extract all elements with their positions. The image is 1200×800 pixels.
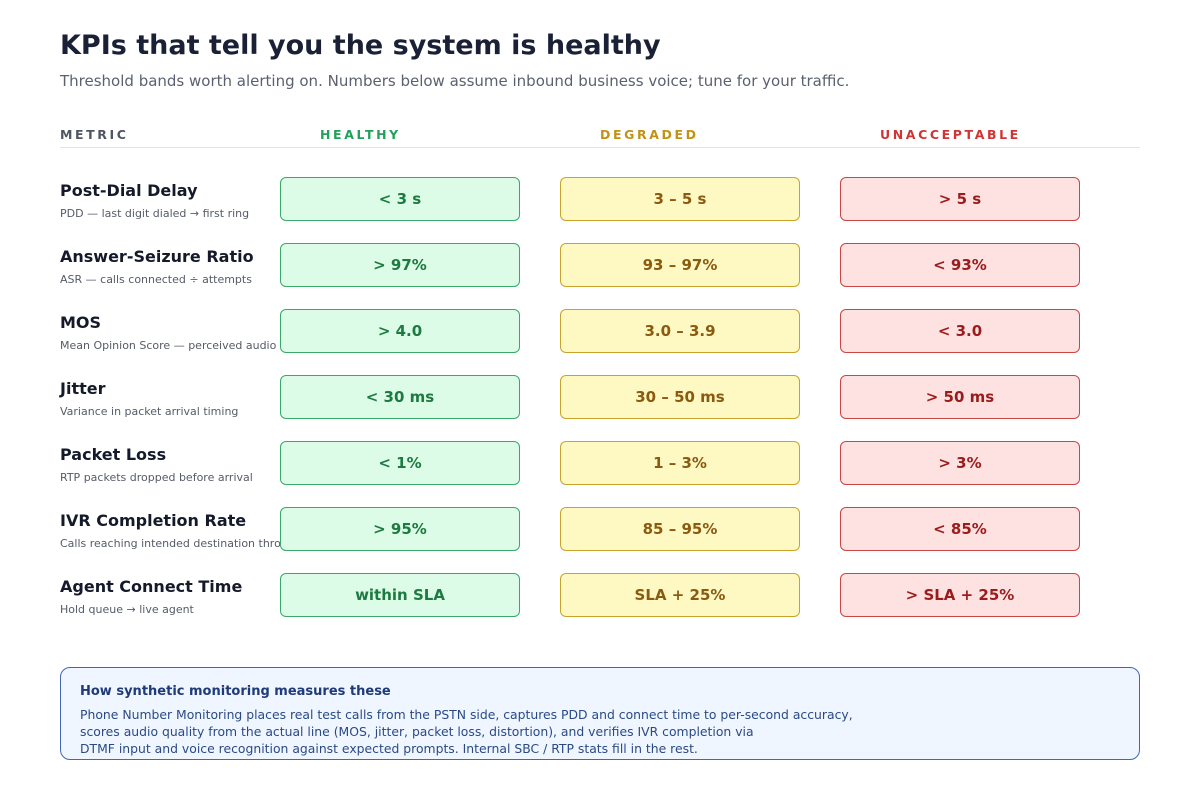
metric-description: ASR — calls connected ÷ attempts <box>60 273 252 286</box>
metric-description: Hold queue → live agent <box>60 603 194 616</box>
kpi-row-answer-seizure-ratio: Answer-Seizure Ratio ASR — calls connect… <box>0 243 1200 289</box>
threshold-unacceptable: < 93% <box>840 243 1080 287</box>
note-line: DTMF input and voice recognition against… <box>80 741 698 756</box>
column-header-unacceptable: UNACCEPTABLE <box>880 127 1021 142</box>
kpi-row-agent-connect-time: Agent Connect Time Hold queue → live age… <box>0 573 1200 619</box>
metric-description: Calls reaching intended destination thro… <box>60 537 280 550</box>
metric-name: Jitter <box>60 379 106 398</box>
threshold-unacceptable: > SLA + 25% <box>840 573 1080 617</box>
metric-description: RTP packets dropped before arrival <box>60 471 253 484</box>
kpi-row-jitter: Jitter Variance in packet arrival timing… <box>0 375 1200 421</box>
threshold-healthy: < 1% <box>280 441 520 485</box>
column-header-metric: METRIC <box>60 127 129 142</box>
threshold-healthy: < 3 s <box>280 177 520 221</box>
threshold-degraded: 3.0 – 3.9 <box>560 309 800 353</box>
threshold-degraded: 3 – 5 s <box>560 177 800 221</box>
column-header-healthy: HEALTHY <box>320 127 401 142</box>
threshold-degraded: 85 – 95% <box>560 507 800 551</box>
metric-name: Packet Loss <box>60 445 167 464</box>
kpi-row-packet-loss: Packet Loss RTP packets dropped before a… <box>0 441 1200 487</box>
metric-description: Mean Opinion Score — perceived audio qua… <box>60 339 280 352</box>
kpi-row-mos: MOS Mean Opinion Score — perceived audio… <box>0 309 1200 355</box>
threshold-unacceptable: < 3.0 <box>840 309 1080 353</box>
metric-description: Variance in packet arrival timing <box>60 405 239 418</box>
metric-description: PDD — last digit dialed → first ring <box>60 207 250 220</box>
column-header-degraded: DEGRADED <box>600 127 699 142</box>
threshold-degraded: 93 – 97% <box>560 243 800 287</box>
threshold-healthy: > 4.0 <box>280 309 520 353</box>
threshold-unacceptable: > 5 s <box>840 177 1080 221</box>
metric-name: MOS <box>60 313 102 332</box>
metric-name: Post-Dial Delay <box>60 181 198 200</box>
page-title: KPIs that tell you the system is healthy <box>60 30 661 61</box>
note-line: scores audio quality from the actual lin… <box>80 724 754 739</box>
threshold-healthy: > 97% <box>280 243 520 287</box>
header-divider <box>60 147 1140 148</box>
threshold-healthy: < 30 ms <box>280 375 520 419</box>
page-subtitle: Threshold bands worth alerting on. Numbe… <box>60 72 850 90</box>
threshold-unacceptable: < 85% <box>840 507 1080 551</box>
threshold-degraded: 30 – 50 ms <box>560 375 800 419</box>
metric-name: IVR Completion Rate <box>60 511 247 530</box>
threshold-healthy: > 95% <box>280 507 520 551</box>
synthetic-monitoring-note: How synthetic monitoring measures these … <box>60 667 1140 760</box>
note-body: Phone Number Monitoring places real test… <box>80 706 853 757</box>
note-title: How synthetic monitoring measures these <box>80 684 391 699</box>
threshold-degraded: 1 – 3% <box>560 441 800 485</box>
metric-name: Agent Connect Time <box>60 577 243 596</box>
threshold-unacceptable: > 3% <box>840 441 1080 485</box>
note-line: Phone Number Monitoring places real test… <box>80 707 853 722</box>
metric-name: Answer-Seizure Ratio <box>60 247 254 266</box>
threshold-degraded: SLA + 25% <box>560 573 800 617</box>
threshold-healthy: within SLA <box>280 573 520 617</box>
kpi-row-ivr-completion-rate: IVR Completion Rate Calls reaching inten… <box>0 507 1200 553</box>
kpi-row-post-dial-delay: Post-Dial Delay PDD — last digit dialed … <box>0 177 1200 223</box>
threshold-unacceptable: > 50 ms <box>840 375 1080 419</box>
